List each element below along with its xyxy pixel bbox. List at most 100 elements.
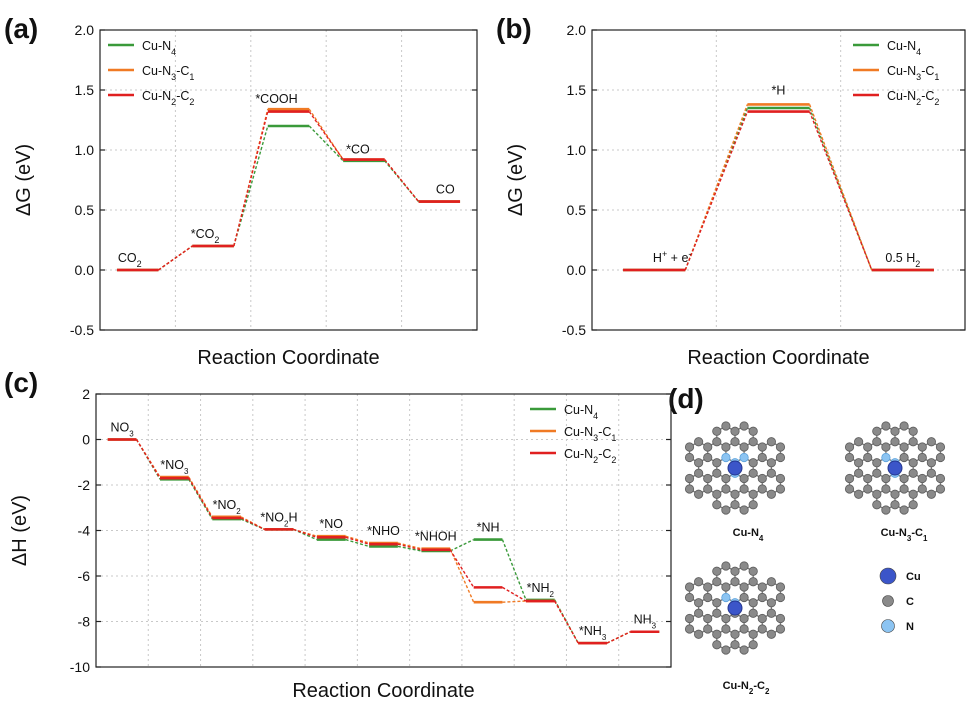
atom-c — [766, 468, 776, 478]
atom-c — [908, 458, 918, 468]
atom-c — [872, 458, 882, 468]
atom-c — [712, 608, 722, 618]
series-Cu-N2-C2 — [623, 110, 934, 272]
atom-c — [757, 624, 767, 634]
series-Cu-N4 — [623, 106, 934, 272]
atom-c — [872, 489, 882, 499]
atom-c — [854, 458, 864, 468]
plot-frame — [591, 29, 966, 331]
atom-c — [935, 452, 946, 463]
atom-c — [757, 582, 767, 592]
legend-atom-label: Cu — [906, 571, 921, 583]
atom-c — [890, 437, 900, 447]
atom-c — [684, 582, 695, 592]
state-label: *CO2 — [191, 227, 220, 245]
atom-c — [703, 473, 713, 484]
atom-c — [899, 505, 909, 515]
atom-c — [766, 458, 776, 468]
atom-c — [908, 468, 918, 478]
atom-c — [703, 484, 713, 494]
atom-c — [872, 468, 882, 478]
legend-label: Cu-N4 — [887, 39, 921, 57]
atom-c — [684, 442, 695, 452]
atom-c — [703, 442, 713, 452]
state-label: CO — [436, 183, 455, 197]
y-tick-label: 1.0 — [75, 142, 95, 158]
atom-c — [712, 426, 722, 436]
connector-line — [240, 517, 265, 530]
atom-cu — [727, 600, 743, 616]
atom-c — [899, 421, 909, 431]
atom-c — [712, 458, 722, 468]
x-axis-title: Reaction Coordinate — [292, 680, 474, 702]
atom-c — [899, 484, 909, 494]
connector-line — [808, 111, 873, 271]
y-tick-label: 1.5 — [75, 82, 95, 98]
atom-c — [712, 566, 722, 576]
atom-c — [748, 577, 758, 587]
atom-c — [712, 489, 722, 499]
series-Cu-N2-C2 — [116, 110, 461, 272]
atom-c — [917, 452, 927, 463]
atom-c — [730, 629, 740, 639]
atom-c — [694, 608, 704, 618]
atom-c — [917, 442, 927, 452]
atom-c — [935, 442, 946, 452]
state-label: NO3 — [111, 421, 135, 439]
legend-atom-cu — [879, 567, 897, 585]
legend-label: Cu-N2-C2 — [564, 447, 616, 465]
y-tick-label: 0 — [82, 432, 90, 448]
atom-c — [684, 624, 695, 634]
series-Cu-N3-C1 — [107, 438, 660, 645]
atom-c — [757, 592, 767, 603]
atom-n — [881, 452, 891, 463]
connector-line — [501, 539, 527, 601]
atom-c — [712, 577, 722, 587]
atom-c — [863, 442, 873, 452]
atom-c — [926, 458, 936, 468]
state-label: *NO2 — [213, 498, 242, 515]
connector-line — [188, 478, 213, 520]
legend-label: Cu-N3-C1 — [564, 425, 616, 443]
series-Cu-N4 — [116, 124, 461, 272]
atom-c — [730, 500, 740, 510]
connector-line — [397, 542, 422, 550]
atom-c — [730, 437, 740, 447]
x-axis-title: Reaction Coordinate — [687, 347, 869, 369]
atom-c — [730, 577, 740, 587]
legend-atom-n — [881, 619, 895, 633]
connector-line — [308, 125, 344, 162]
atom-c — [739, 473, 749, 484]
legend-atom-c — [882, 595, 894, 607]
atom-c — [775, 592, 786, 603]
atom-c — [712, 640, 722, 650]
atom-c — [694, 437, 704, 447]
series-Cu-N2-C2 — [107, 438, 660, 645]
atom-c — [844, 473, 855, 484]
state-label: NH3 — [634, 613, 657, 631]
atom-c — [775, 452, 786, 463]
atom-c — [694, 468, 704, 478]
atom-c — [766, 577, 776, 587]
atom-c — [703, 582, 713, 592]
atom-c — [872, 426, 882, 436]
atom-c — [748, 608, 758, 618]
connector-line — [449, 538, 474, 552]
atom-c — [703, 452, 713, 463]
atom-c — [890, 500, 900, 510]
panel-label-d: (d) — [668, 383, 704, 414]
y-tick-label: 0.5 — [567, 202, 587, 218]
atom-c — [766, 489, 776, 499]
atom-c — [881, 421, 891, 431]
state-label: *NO2H — [260, 510, 297, 528]
connector-line — [554, 600, 579, 644]
y-tick-label: -6 — [78, 568, 91, 584]
connector-line — [502, 586, 527, 602]
atom-c — [766, 437, 776, 447]
state-label: 0.5 H2 — [885, 251, 920, 269]
atom-cu — [887, 460, 903, 476]
legend-label: Cu-N4 — [564, 403, 598, 421]
state-label: *CO — [346, 143, 370, 157]
y-tick-label: 2 — [82, 386, 90, 402]
chart-panel-b: -0.5 0.0 0.5 1.0 1.5 2.0 Reaction Coordinate ΔG… — [505, 22, 966, 369]
